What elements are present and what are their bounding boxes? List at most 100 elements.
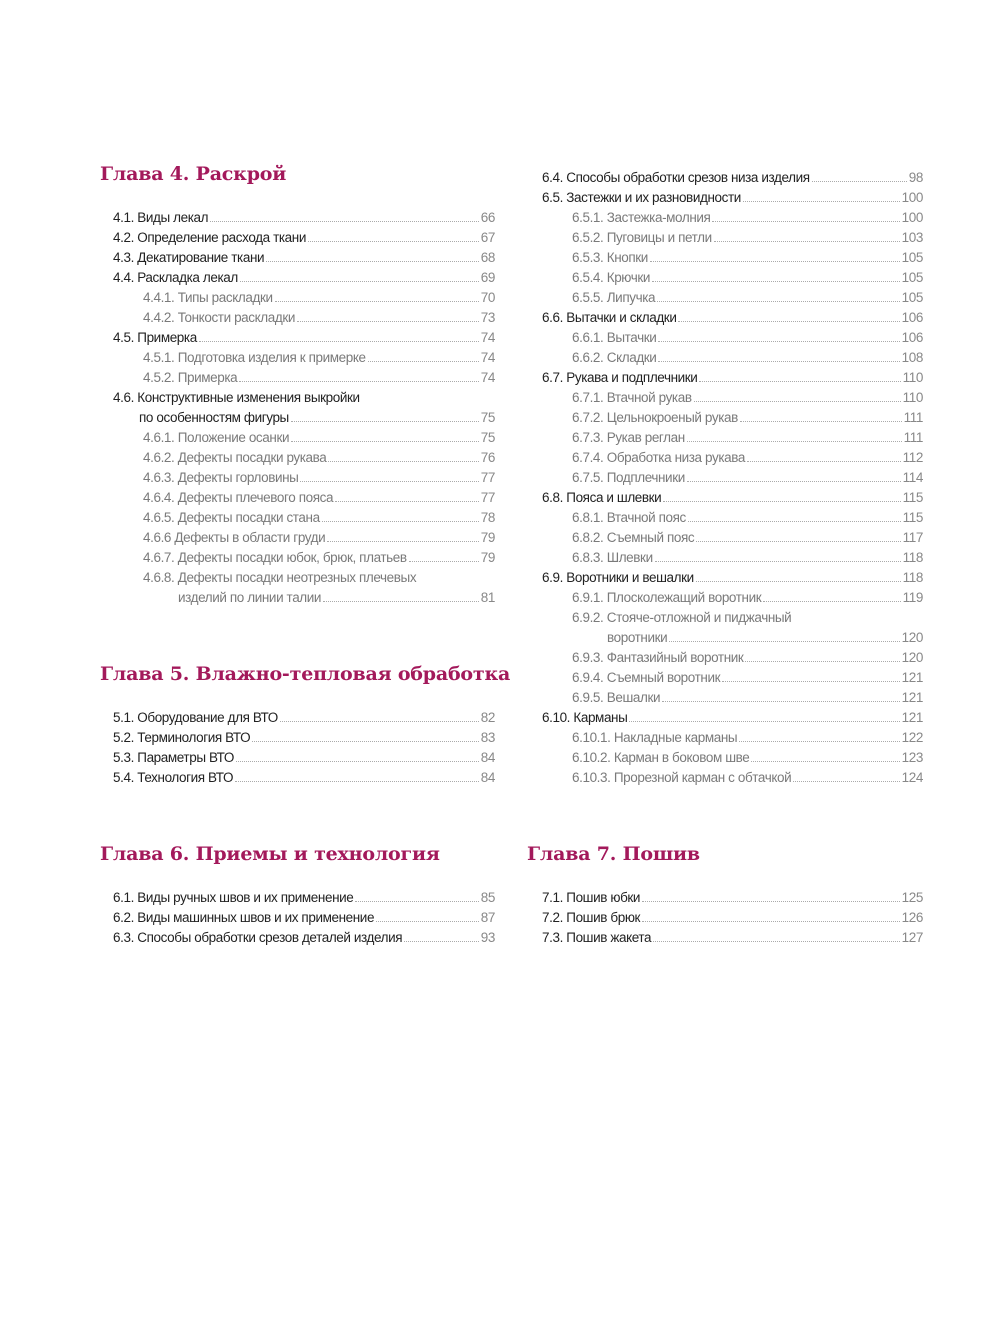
toc-entry[interactable]: 6.8.1. Втачной пояс 115 <box>542 507 923 527</box>
toc-entry[interactable]: 6.9.4. Съемный воротник 121 <box>542 667 923 687</box>
leader-dots <box>696 540 901 542</box>
toc-entry-title: 7.2. Пошив брюк <box>542 909 641 925</box>
toc-entry-page: 85 <box>480 889 496 905</box>
toc-entry[interactable]: 4.6.2. Дефекты посадки рукава 76 <box>113 447 495 467</box>
toc-entry[interactable]: 4.3. Декатирование ткани 68 <box>113 247 495 267</box>
toc-entry[interactable]: 6.5.1. Застежка-молния 100 <box>542 207 923 227</box>
leader-dots <box>763 600 901 602</box>
toc-entry[interactable]: 4.5. Примерка 74 <box>113 327 495 347</box>
toc-entry[interactable]: 6.8.2. Съемный пояс 117 <box>542 527 923 547</box>
toc-entry[interactable]: 6.7. Рукава и подплечники 110 <box>542 367 923 387</box>
toc-entry-title: 6.9.2. Стояче-отложной и пиджачный <box>572 609 792 625</box>
toc-entry-title: 6.10.2. Карман в боковом шве <box>572 749 750 765</box>
toc-entry[interactable]: 5.4. Технология ВТО 84 <box>113 767 495 787</box>
leader-dots <box>404 940 479 942</box>
toc-entry[interactable]: 6.9. Воротники и вешалки 118 <box>542 567 923 587</box>
toc-entry-page: 82 <box>480 709 496 725</box>
toc-entry[interactable]: 6.3. Способы обработки срезов деталей из… <box>113 927 495 947</box>
toc-entry[interactable]: 6.4. Способы обработки срезов низа издел… <box>542 167 923 187</box>
toc-entry[interactable]: 6.8.3. Шлевки 118 <box>542 547 923 567</box>
toc-entry[interactable]: 6.10. Карманы 121 <box>542 707 923 727</box>
toc-entry[interactable]: 5.2. Терминология ВТО 83 <box>113 727 495 747</box>
toc-entry[interactable]: 4.5.2. Примерка 74 <box>113 367 495 387</box>
toc-entry[interactable]: 6.7.3. Рукав реглан 111 <box>542 427 923 447</box>
toc-entry[interactable]: 6.7.1. Втачной рукав 110 <box>542 387 923 407</box>
toc-entry[interactable]: 4.1. Виды лекал 66 <box>113 207 495 227</box>
toc-entry[interactable]: 4.6.1. Положение осанки 75 <box>113 427 495 447</box>
toc-entry[interactable]: 6.9.2. Стояче-отложной и пиджачный <box>542 607 923 627</box>
toc-entry[interactable]: 4.6. Конструктивные изменения выкройки <box>113 387 495 407</box>
chapter-5-title: Глава 5. Влажно-тепловая обработка <box>100 663 511 685</box>
toc-entry-page: 110 <box>902 369 924 385</box>
toc-entry-continuation[interactable]: воротники 120 <box>542 627 923 647</box>
toc-entry[interactable]: 6.8. Пояса и шлевки 115 <box>542 487 923 507</box>
toc-entry[interactable]: 6.10.2. Карман в боковом шве 123 <box>542 747 923 767</box>
toc-entry[interactable]: 6.6. Вытачки и складки 106 <box>542 307 923 327</box>
toc-entry-page: 75 <box>480 429 496 445</box>
toc-entry-title: 6.8. Пояса и шлевки <box>542 489 662 505</box>
toc-entry[interactable]: 6.7.4. Обработка низа рукава 112 <box>542 447 923 467</box>
leader-dots <box>722 680 900 682</box>
toc-entry[interactable]: 4.4. Раскладка лекал 69 <box>113 267 495 287</box>
toc-entry[interactable]: 6.6.2. Складки 108 <box>542 347 923 367</box>
toc-entry[interactable]: 5.1. Оборудование для ВТО 82 <box>113 707 495 727</box>
toc-entry[interactable]: 6.7.2. Цельнокроеный рукав 111 <box>542 407 923 427</box>
toc-entry[interactable]: 4.6.8. Дефекты посадки неотрезных плечев… <box>113 567 495 587</box>
toc-entry[interactable]: 6.10.1. Накладные карманы 122 <box>542 727 923 747</box>
toc-entry-page: 75 <box>480 409 496 425</box>
toc-entry[interactable]: 4.6.3. Дефекты горловины 77 <box>113 467 495 487</box>
toc-entry-page: 74 <box>480 369 496 385</box>
toc-entry[interactable]: 6.9.1. Плосколежащий воротник 119 <box>542 587 923 607</box>
toc-entry-title: 4.5.2. Примерка <box>143 369 238 385</box>
leader-dots <box>236 760 479 762</box>
toc-entry-title: 6.9.3. Фантазийный воротник <box>572 649 744 665</box>
leader-dots <box>642 920 900 922</box>
toc-entry-title: 6.2. Виды машинных швов и их применение <box>113 909 375 925</box>
toc-entry-title: 6.8.3. Шлевки <box>572 549 653 565</box>
toc-entry-title: 4.5. Примерка <box>113 329 197 345</box>
toc-entry[interactable]: 6.1. Виды ручных швов и их применение 85 <box>113 887 495 907</box>
toc-entry[interactable]: 7.2. Пошив брюк 126 <box>542 907 923 927</box>
toc-entry-page: 127 <box>901 929 924 945</box>
toc-entry[interactable]: 4.5.1. Подготовка изделия к примерке 74 <box>113 347 495 367</box>
toc-entry[interactable]: 6.5.4. Крючки 105 <box>542 267 923 287</box>
toc-entry-page: 121 <box>901 709 924 725</box>
toc-entry[interactable]: 6.7.5. Подплечники 114 <box>542 467 923 487</box>
toc-entry-page: 76 <box>480 449 496 465</box>
toc-entry-title-continuation: изделий по линии талии <box>178 589 322 605</box>
toc-entry[interactable]: 4.6.6 Дефекты в области груди 79 <box>113 527 495 547</box>
leader-dots <box>642 900 900 902</box>
toc-entry[interactable]: 6.9.5. Вешалки 121 <box>542 687 923 707</box>
toc-entry[interactable]: 5.3. Параметры ВТО 84 <box>113 747 495 767</box>
toc-entry-title: 6.5.5. Липучка <box>572 289 656 305</box>
toc-entry[interactable]: 6.5.3. Кнопки 105 <box>542 247 923 267</box>
toc-entry[interactable]: 6.6.1. Вытачки 106 <box>542 327 923 347</box>
leader-dots <box>290 420 479 422</box>
toc-entry-title-continuation: по особенностям фигуры <box>139 409 289 425</box>
toc-entry[interactable]: 4.4.1. Типы раскладки 70 <box>113 287 495 307</box>
toc-entry[interactable]: 4.6.5. Дефекты посадки стана 78 <box>113 507 495 527</box>
toc-entry-page: 106 <box>901 309 924 325</box>
toc-entry-continuation[interactable]: изделий по линии талии 81 <box>113 587 495 607</box>
toc-entry-title: 5.1. Оборудование для ВТО <box>113 709 278 725</box>
toc-entry-page: 106 <box>901 329 924 345</box>
toc-entry[interactable]: 4.6.4. Дефекты плечевого пояса 77 <box>113 487 495 507</box>
toc-entry[interactable]: 6.5.5. Липучка 105 <box>542 287 923 307</box>
toc-entry-continuation[interactable]: по особенностям фигуры 75 <box>113 407 495 427</box>
toc-entry[interactable]: 6.5. Застежки и их разновидности 100 <box>542 187 923 207</box>
leader-dots <box>266 260 479 262</box>
toc-entry[interactable]: 7.3. Пошив жакета 127 <box>542 927 923 947</box>
leader-dots <box>239 380 479 382</box>
toc-entry[interactable]: 6.10.3. Прорезной карман с обтачкой 124 <box>542 767 923 787</box>
toc-entry[interactable]: 4.4.2. Тонкости раскладки 73 <box>113 307 495 327</box>
leader-dots <box>657 300 900 302</box>
toc-entry[interactable]: 4.6.7. Дефекты посадки юбок, брюк, плать… <box>113 547 495 567</box>
toc-entry[interactable]: 6.5.2. Пуговицы и петли 103 <box>542 227 923 247</box>
toc-entry[interactable]: 7.1. Пошив юбки 125 <box>542 887 923 907</box>
toc-entry[interactable]: 6.9.3. Фантазийный воротник 120 <box>542 647 923 667</box>
toc-entry-page: 78 <box>480 509 496 525</box>
toc-entry-page: 79 <box>480 529 496 545</box>
leader-dots <box>686 440 902 442</box>
toc-entry[interactable]: 4.2. Определение расхода ткани 67 <box>113 227 495 247</box>
toc-entry[interactable]: 6.2. Виды машинных швов и их применение 8… <box>113 907 495 927</box>
